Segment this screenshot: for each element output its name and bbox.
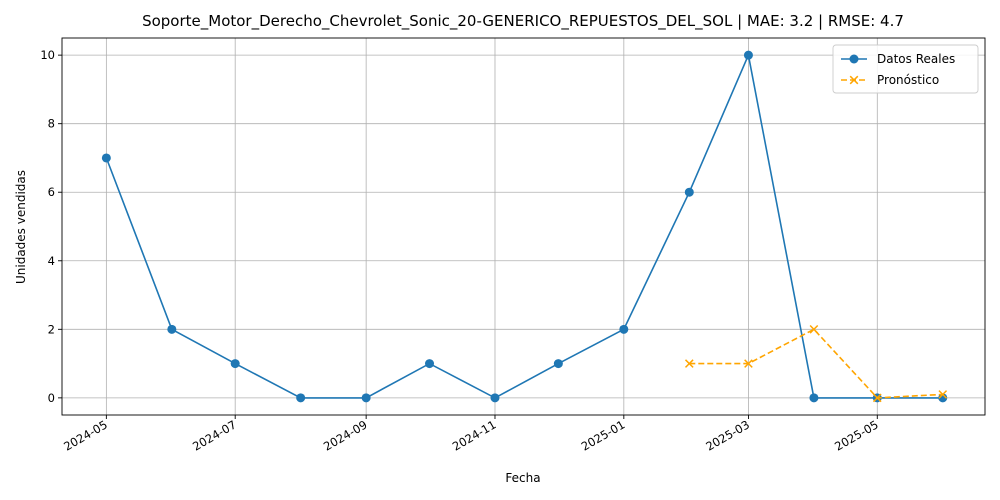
plot-area [61, 37, 986, 416]
x-tick-label: 2025-01 [579, 417, 628, 453]
data-point-actual [361, 393, 371, 403]
grid [62, 38, 985, 415]
y-tick-label: 6 [48, 185, 55, 199]
data-point-actual [296, 393, 306, 403]
x-tick-label: 2024-05 [61, 417, 110, 453]
legend-label-forecast: Pronóstico [877, 73, 939, 87]
x-tick-label: 2024-09 [321, 417, 370, 453]
series-actual [101, 50, 948, 403]
data-point-actual [809, 393, 819, 403]
data-point-actual [425, 359, 435, 369]
y-tick-label: 2 [48, 322, 55, 336]
x-axis: 2024-05 2024-07 2024-09 2024-11 2025-01 2025-… [61, 415, 881, 454]
y-tick-label: 0 [48, 391, 55, 405]
legend-label-actual: Datos Reales [877, 52, 955, 66]
data-point-actual [101, 153, 111, 163]
data-point-forecast [872, 393, 882, 403]
x-tick-label: 2025-05 [832, 417, 881, 453]
data-point-actual [938, 393, 948, 403]
series-line-actual [105, 52, 943, 399]
y-tick-label: 10 [40, 48, 55, 62]
data-point-actual [167, 324, 177, 334]
y-axis-label: Unidades vendidas [14, 170, 28, 284]
x-tick-label: 2024-07 [190, 417, 239, 453]
x-axis-label: Fecha [505, 471, 540, 485]
series-line-forecast [689, 328, 943, 399]
legend-box [832, 44, 979, 94]
y-axis: 0 2 4 6 8 10 [40, 48, 62, 405]
data-point-forecast [684, 359, 694, 368]
y-tick-label: 4 [48, 254, 55, 268]
data-point-actual [490, 393, 500, 403]
data-point-forecast [744, 359, 753, 368]
legend-marker-actual [849, 54, 859, 64]
data-point-forecast [809, 324, 819, 334]
series-layer [101, 50, 948, 403]
y-tick-label: 8 [48, 117, 55, 131]
data-point-actual [619, 324, 629, 334]
legend: Datos Reales Pronóstico [832, 44, 979, 94]
data-point-forecast [938, 390, 948, 399]
data-point-actual [230, 359, 240, 369]
data-point-actual [684, 187, 694, 197]
x-tick-label: 2025-03 [703, 417, 752, 453]
chart-title: Soporte_Motor_Derecho_Chevrolet_Sonic_20… [142, 12, 904, 31]
series-forecast [684, 324, 948, 403]
data-point-actual [743, 50, 753, 60]
x-tick-label: 2024-11 [450, 417, 499, 453]
data-point-actual [553, 359, 563, 369]
legend-marker-forecast [849, 75, 859, 85]
